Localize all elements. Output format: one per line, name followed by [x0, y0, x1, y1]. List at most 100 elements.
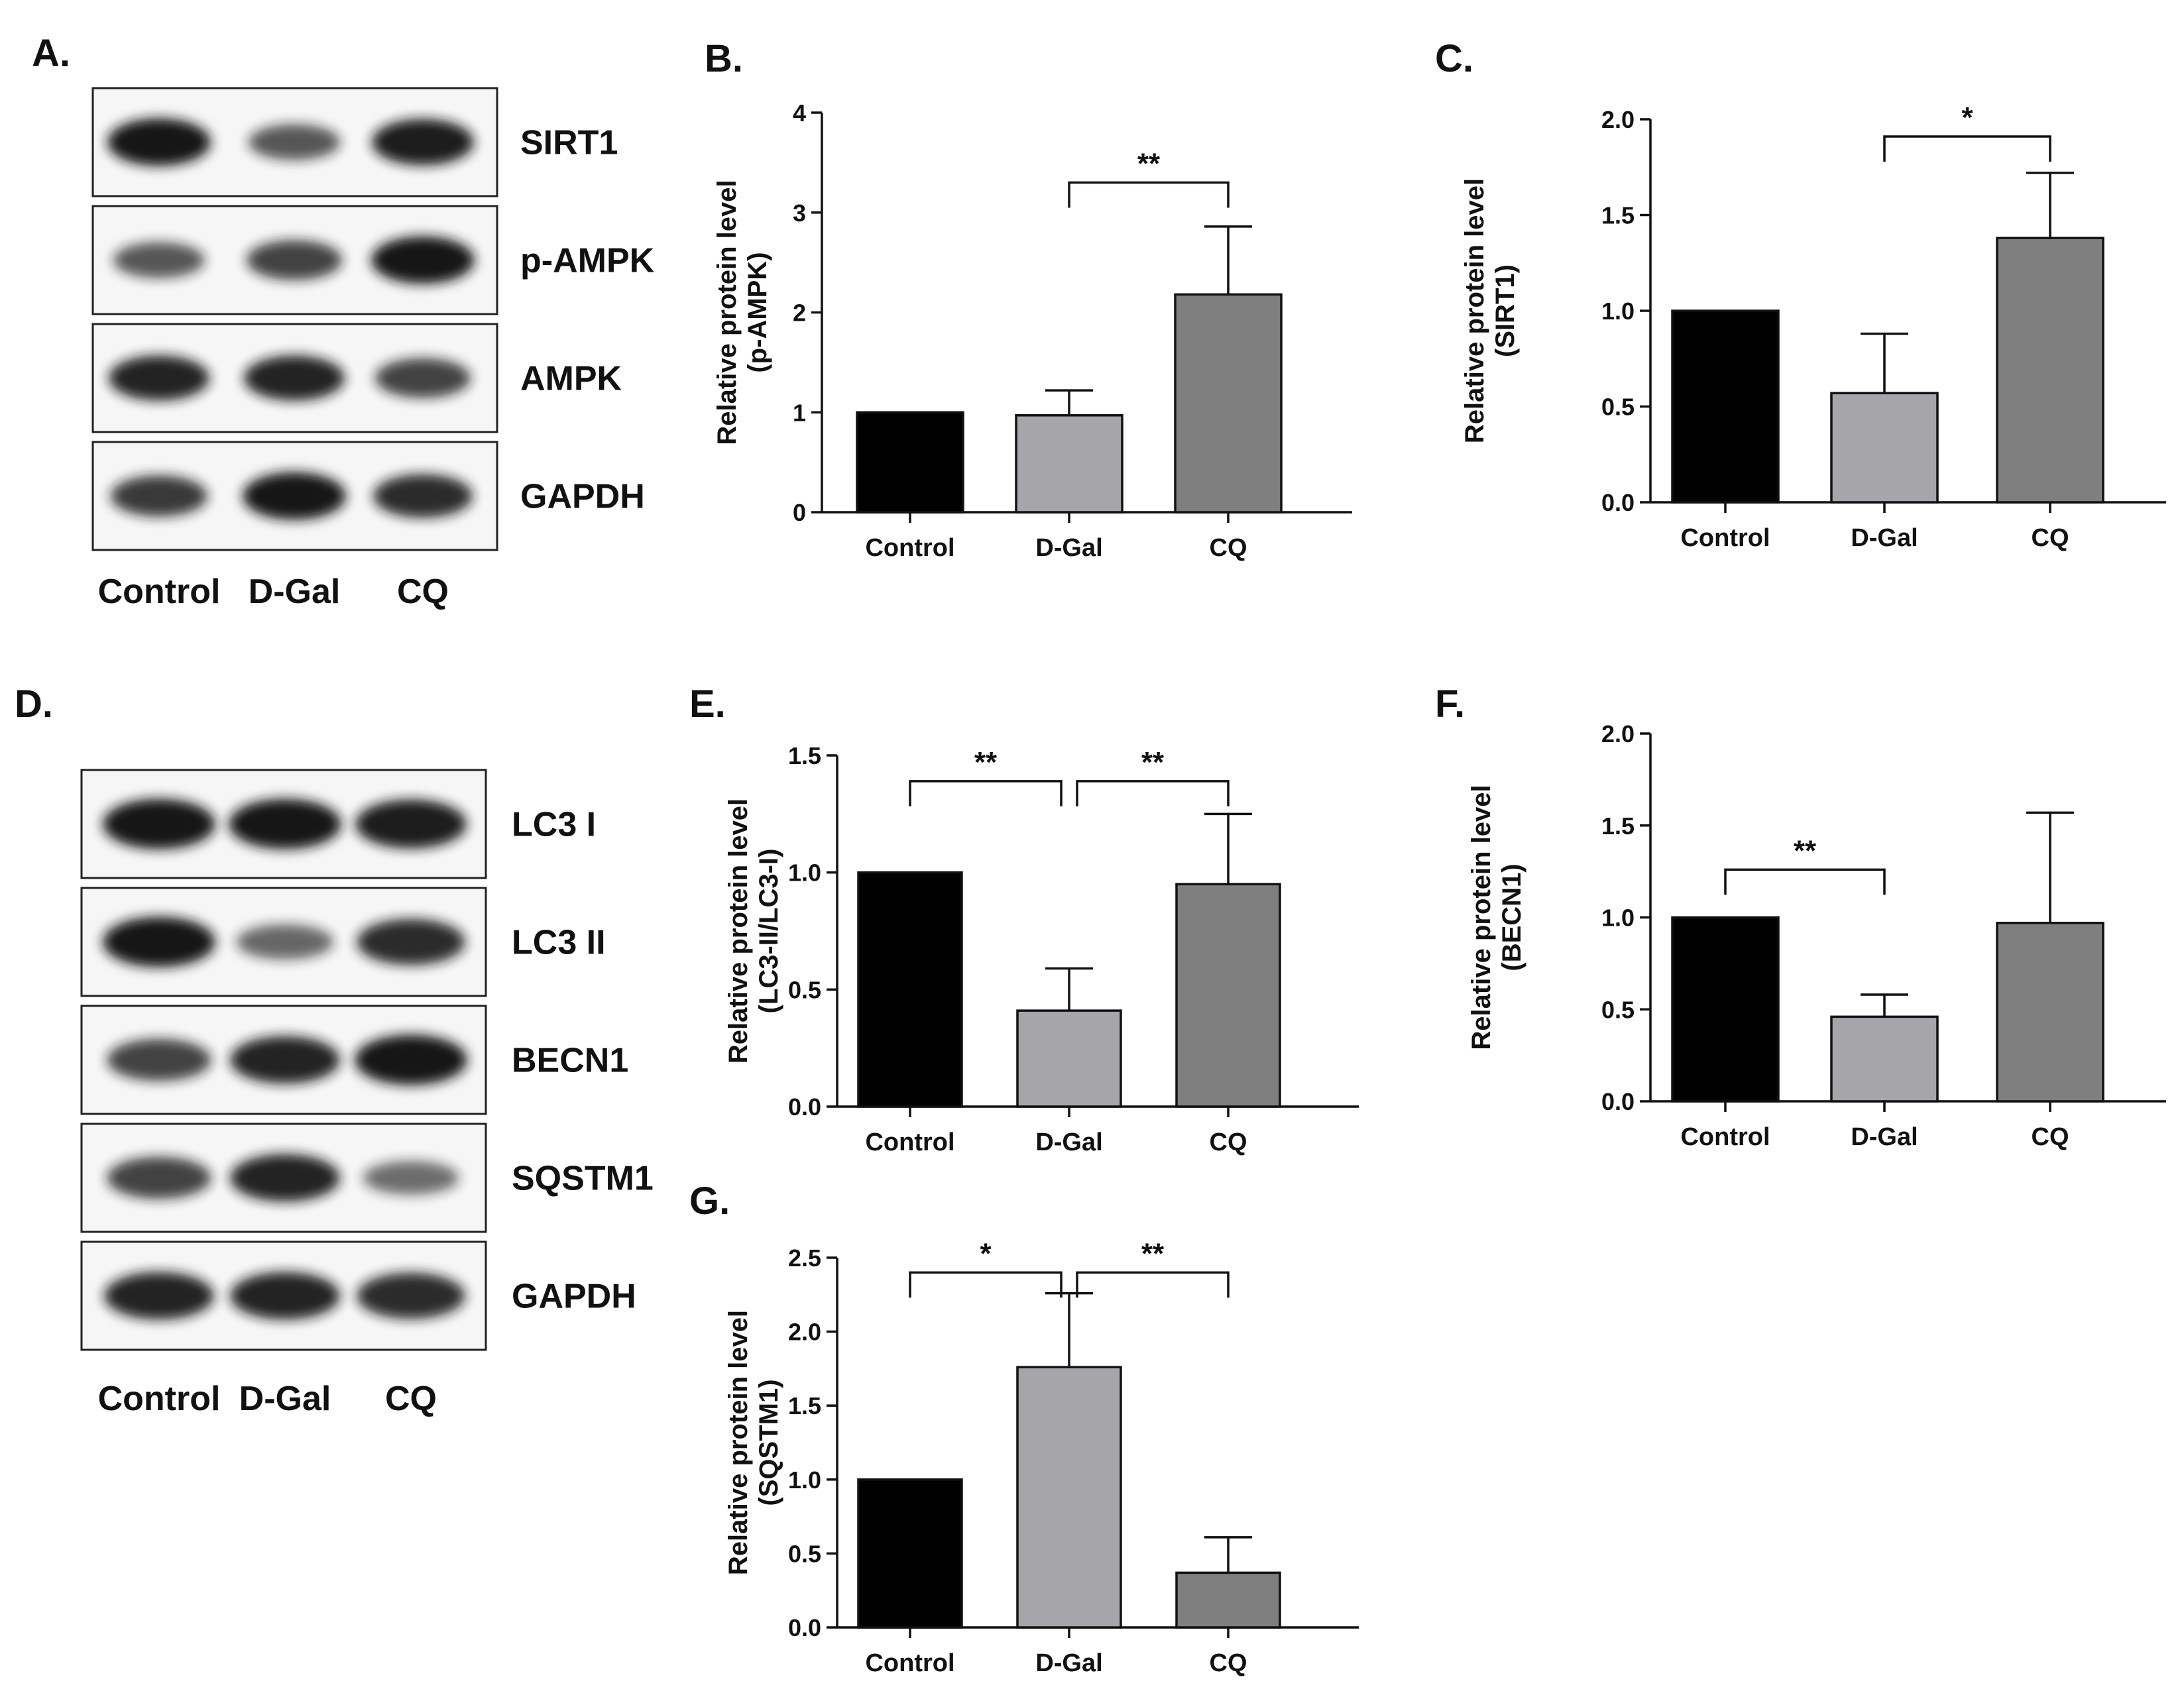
- bar-control: [1671, 916, 1780, 1103]
- x-tick-label: D-Gal: [1851, 1123, 1918, 1151]
- bar-d-gal: [1016, 1366, 1122, 1629]
- y-axis-label-line2: (LC3-II/LC3-I): [754, 849, 783, 1014]
- y-tick-label: 2.0: [1601, 106, 1635, 133]
- blot-row-label: BECN1: [512, 1042, 628, 1080]
- panel-label: C.: [1435, 37, 1473, 80]
- significance-label: **: [974, 746, 998, 779]
- x-tick-label: Control: [1680, 1123, 1770, 1151]
- significance-label: **: [1137, 148, 1161, 180]
- blot-band: [103, 916, 215, 967]
- bar-cq: [1996, 237, 2104, 504]
- x-tick-label: CQ: [1210, 1649, 1247, 1677]
- panel-label: B.: [705, 37, 743, 80]
- y-tick-label: 0: [793, 499, 806, 526]
- y-tick-label: 1.5: [1601, 812, 1635, 840]
- y-axis-label-line2: (BECN1): [1497, 863, 1526, 971]
- bar-control: [857, 871, 963, 1108]
- y-tick-label: 2: [793, 300, 806, 327]
- blot-band: [230, 1272, 340, 1320]
- blot-band: [113, 242, 205, 278]
- x-tick-label: CQ: [1210, 534, 1247, 562]
- y-tick-label: 0.0: [788, 1614, 821, 1641]
- significance-bracket: [909, 1271, 1063, 1298]
- panel-label: G.: [689, 1179, 730, 1223]
- blot-panel-a: A. SIRT1 p-AMPK AMPK GAPDH Control D-Gal CQ: [32, 32, 655, 611]
- y-tick-label: 1.0: [1601, 904, 1635, 932]
- bar-d-gal: [1830, 392, 1939, 504]
- bar-d-gal: [1015, 414, 1123, 514]
- bar-control: [857, 1478, 963, 1629]
- y-axis-label: Relative protein level(p-AMPK): [713, 180, 772, 445]
- significance-label: **: [1141, 1237, 1165, 1270]
- blot-band: [229, 798, 341, 850]
- blot-lane-label: Control: [98, 573, 221, 611]
- significance-bracket: [1724, 868, 1886, 895]
- blot-row-label: AMPK: [520, 360, 622, 398]
- bar-control: [856, 411, 964, 514]
- blot-band: [230, 1036, 340, 1084]
- y-tick-label: 0.0: [788, 1093, 821, 1121]
- x-tick-label: Control: [865, 534, 954, 562]
- y-tick-label: 1.0: [788, 859, 821, 887]
- y-axis-label-line2: (SQSTM1): [754, 1379, 783, 1506]
- blot-lane-label: D-Gal: [239, 1380, 331, 1418]
- significance-label: **: [1794, 834, 1817, 867]
- blot-band: [103, 798, 215, 850]
- blot-band: [243, 472, 346, 520]
- blot-band: [371, 119, 475, 166]
- y-axis-label-line1: Relative protein level: [713, 180, 742, 445]
- y-tick-label: 4: [793, 99, 806, 127]
- bar-d-gal: [1016, 1009, 1122, 1108]
- y-tick-label: 0.5: [1601, 996, 1635, 1023]
- bar-cq: [1175, 883, 1281, 1108]
- significance-bracket: [1883, 135, 2051, 162]
- y-axis-label: Relative protein level(SIRT1): [1460, 178, 1520, 443]
- blot-row-label: LC3 II: [512, 924, 606, 962]
- y-tick-label: 0.5: [788, 1540, 821, 1567]
- y-tick-label: 1: [793, 399, 806, 426]
- blot-band: [248, 124, 341, 160]
- y-axis-label: Relative protein level(LC3-II/LC3-I): [724, 798, 783, 1064]
- blot-band: [107, 1038, 211, 1081]
- y-axis-label-line1: Relative protein level: [1460, 178, 1489, 443]
- chart-panel-b: B. 0 1 2 3 4 Relative protein level(p-AMPK) Con…: [705, 37, 1352, 562]
- blot-row-label: p-AMPK: [520, 242, 655, 280]
- significance-label: *: [1961, 101, 1973, 134]
- blot-band: [107, 118, 211, 166]
- chart-panel-c: C. 0.0 0.5 1.0 1.5 2.0 Relative protein level(…: [1435, 37, 2166, 552]
- y-tick-label: 2.0: [788, 1319, 821, 1346]
- blot-row-label: SQSTM1: [512, 1160, 654, 1198]
- x-tick-label: CQ: [2032, 1123, 2069, 1151]
- blot-band: [246, 240, 343, 280]
- y-axis-label-line1: Relative protein level: [724, 798, 753, 1064]
- y-tick-label: 1.5: [788, 1392, 821, 1419]
- chart-panel-g: G. 0.0 0.5 1.0 1.5 2.0 2.5 Relative protein lev…: [689, 1179, 1359, 1677]
- significance-bracket: [1076, 1271, 1230, 1298]
- blot-band: [110, 475, 208, 517]
- bar-cq: [1174, 293, 1283, 514]
- y-tick-label: 2.5: [788, 1244, 821, 1272]
- blot-lane-label: D-Gal: [249, 573, 341, 611]
- blot-band: [357, 918, 465, 965]
- bar-d-gal: [1830, 1015, 1939, 1103]
- y-axis-label: Relative protein level(SQSTM1): [724, 1310, 783, 1575]
- blot-band: [108, 355, 210, 401]
- y-tick-label: 1.5: [788, 742, 821, 769]
- blot-band: [374, 358, 471, 398]
- x-tick-label: Control: [865, 1128, 954, 1156]
- y-tick-label: 0.5: [788, 976, 821, 1003]
- y-axis-label-line2: (p-AMPK): [743, 252, 772, 372]
- blot-band: [357, 1272, 465, 1319]
- blot-band: [371, 236, 475, 284]
- y-axis-label-line2: (SIRT1): [1491, 264, 1520, 357]
- x-tick-label: D-Gal: [1851, 524, 1918, 552]
- y-tick-label: 0.0: [1601, 489, 1635, 516]
- x-tick-label: Control: [1680, 524, 1770, 552]
- blot-panel-d: D. LC3 I LC3 II BECN1 SQSTM1 GAPDH Control D-G…: [15, 683, 654, 1418]
- blot-band: [107, 1156, 211, 1199]
- bar-control: [1671, 309, 1780, 504]
- y-tick-label: 1.0: [1601, 298, 1635, 325]
- blot-row-label: SIRT1: [520, 124, 618, 162]
- y-tick-label: 2.0: [1601, 720, 1635, 747]
